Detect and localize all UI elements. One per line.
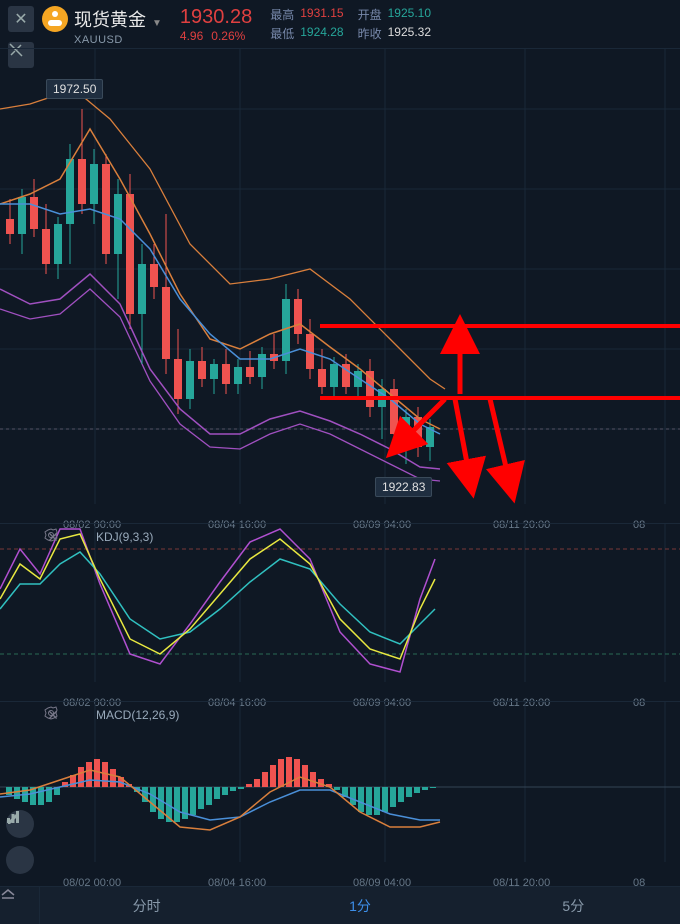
macd-chart-svg (0, 702, 680, 882)
low-value: 1924.28 (300, 25, 343, 42)
open-value: 1925.10 (388, 6, 431, 23)
title-block[interactable]: 现货黄金 ▼ XAUUSD (74, 6, 162, 46)
high-label: 最高 (270, 6, 294, 23)
timeframe-5分[interactable]: 5分 (467, 887, 680, 924)
kdj-panel[interactable]: ✕ KDJ(9,3,3) 08/02 00:0008/04 16:0008/09… (0, 523, 680, 701)
expand-icon (0, 887, 16, 899)
instrument-title: 现货黄金 (74, 6, 146, 32)
draw-tool[interactable] (6, 846, 34, 874)
kdj-settings-icon[interactable] (70, 528, 88, 546)
side-tools (6, 810, 34, 874)
low-label: 最低 (270, 25, 294, 42)
stats-block: 最高 1931.15 开盘 1925.10 最低 1924.28 昨收 1925… (270, 6, 431, 42)
timeframe-1分[interactable]: 1分 (253, 887, 466, 924)
main-chart-svg (0, 49, 680, 524)
change-abs: 4.96 (180, 29, 203, 43)
high-price-tag: 1972.50 (46, 79, 103, 99)
low-price-tag: 1922.83 (375, 477, 432, 497)
instrument-symbol: XAUUSD (74, 34, 162, 46)
close-button[interactable]: ✕ (8, 6, 34, 32)
kdj-chart-svg (0, 524, 680, 702)
timeframe-expand[interactable] (0, 887, 40, 924)
resistance-line-2 (320, 396, 680, 400)
kdj-label: KDJ(9,3,3) (96, 530, 153, 544)
change-pct: 0.26% (211, 29, 245, 43)
main-chart-panel[interactable]: 1972.50 1922.83 08/02 00:0008/04 16:0008… (0, 48, 680, 523)
macd-settings-icon[interactable] (70, 706, 88, 724)
open-label: 开盘 (358, 6, 382, 23)
price-block: 1930.28 4.96 0.26% (180, 6, 252, 43)
high-value: 1931.15 (300, 6, 343, 23)
dropdown-caret-icon: ▼ (152, 18, 162, 29)
last-price: 1930.28 (180, 6, 252, 29)
resistance-line-1 (320, 324, 680, 328)
timeframe-分时[interactable]: 分时 (40, 887, 253, 924)
macd-panel[interactable]: ✕ MACD(12,26,9) 08/02 00:0008/04 16:0008… (0, 701, 680, 881)
instrument-icon (42, 6, 68, 32)
macd-label: MACD(12,26,9) (96, 708, 179, 722)
timeframe-bar: 分时1分5分 (0, 886, 680, 924)
pencil-icon (6, 810, 20, 824)
prev-value: 1925.32 (388, 25, 431, 42)
header: ✕ 现货黄金 ▼ XAUUSD 1930.28 4.96 0.26% 最高 19… (0, 0, 680, 48)
prev-label: 昨收 (358, 25, 382, 42)
